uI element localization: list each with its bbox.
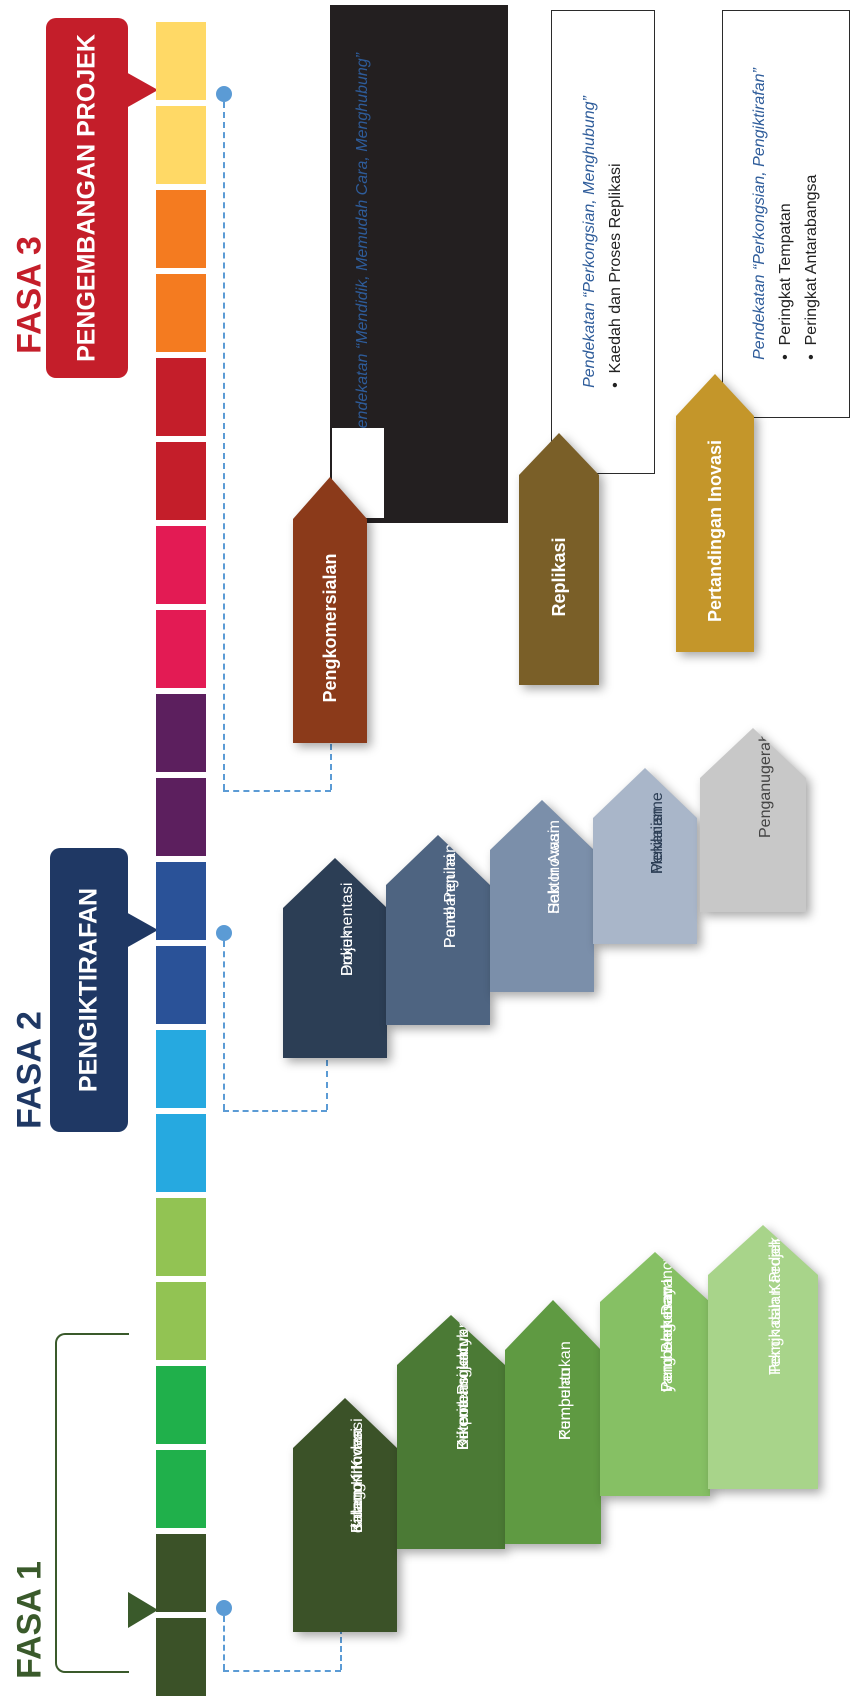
connector-stub-fasa3 [330,744,332,790]
fasa1-title-pointer [128,1592,158,1628]
fasa3-step-pertandingan-label: Pertandingan Inovasi [705,439,725,623]
fasa3-title-pointer [126,72,158,108]
connector-stub-fasa1 [340,1628,342,1670]
strip-segment [156,22,206,100]
fasa1-title-box [55,1333,129,1673]
strip-segment [156,694,206,772]
fasa1-step-5: Teknik dan Kaedah Penghasilan Projek [708,1225,818,1489]
note-pertandingan-text: Pendekatan “Perkongsian, Pengiktirafan” … [751,68,820,360]
strip-segment [156,1114,206,1192]
fasa3-step-replikasi-label: Replikasi [549,537,569,617]
fasa2-step-5: Penganugerahan [700,728,806,912]
fasa3-step-pertandingan: Pertandingan Inovasi [676,374,754,652]
strip-segment [156,1366,206,1444]
strip-segment [156,442,206,520]
strip-segment [156,358,206,436]
strip-segment [156,946,206,1024]
strip-segment [156,1282,206,1360]
fasa2-step-4: Mekanisme Penilaian [593,768,697,944]
fasa3-title-box: PENGEMBANGAN PROJEK [46,18,128,378]
strip-segment [156,106,206,184]
fasa2-title-pointer [126,912,158,948]
strip-segment [156,778,206,856]
connector-dot-fasa3 [216,86,232,102]
fasa3-step-pengkomersialan: Pengkomersialan [293,477,367,743]
note-pertandingan-bullet-1: Peringkat Tempatan [777,203,794,346]
connector-hline-fasa1 [223,1670,341,1672]
fasa2-step-1: Dokumentasi Projek [283,858,387,1058]
note-replikasi-bullet-1: Kaedah dan Proses Replikasi [607,163,624,374]
strip-segment [156,274,206,352]
note-pertandingan: Pendekatan “Perkongsian, Pengiktirafan” … [722,10,850,418]
note-pertandingan-bullet-2: Peringkat Antarabangsa [803,174,820,346]
connector-vline-fasa2 [223,941,225,1110]
note-replikasi: Pendekatan “Perkongsian, Menghubung” • K… [551,10,655,474]
strip-segment [156,610,206,688]
fasa1-step-1: Bidang Inovasi dalam KIK dan Kategori In… [293,1398,397,1632]
connector-hline-fasa3 [223,790,331,792]
note-pengkomersialan-text: Pendekatan “Mendidik, Memudah Cara, Meng… [354,52,371,440]
fasa2-step-3: Hab Inovasi Sektor Awam [490,800,594,992]
connector-vline-fasa3 [223,102,225,790]
strip-segment [156,526,206,604]
connector-hline-fasa2 [223,1110,327,1112]
connector-stub-fasa2 [326,1060,328,1110]
note-replikasi-text: Pendekatan “Perkongsian, Menghubung” • K… [581,96,624,388]
fasa1-step-3: Pembentukan Kumpulan [505,1300,601,1544]
fasa1-step-2: Kriteria Projek yang Berpotensi untuk Di… [397,1315,505,1549]
fasa2-title-box: PENGIKTIRAFAN [50,848,128,1132]
fasa2-step-2: Pembangunan Panel Penilai [386,835,490,1025]
strip-segment [156,1198,206,1276]
strip-segment [156,1534,206,1612]
strip-segment [156,1030,206,1108]
strip-segment [156,1618,206,1696]
fasa3-step-replikasi: Replikasi [519,433,599,685]
strip-segment [156,1450,206,1528]
strip-segment [156,190,206,268]
connector-dot-fasa2 [216,925,232,941]
fasa1-step-4: Pemboleh Daya Pembangunan Inovasi yang B… [600,1252,710,1496]
connector-dot-fasa1 [216,1600,232,1616]
fasa3-step-pengkomersialan-label: Pengkomersialan [320,553,340,703]
strip-segment [156,862,206,940]
connector-vline-fasa1 [223,1616,225,1670]
fasa1-label: FASA 1 [10,1561,49,1679]
